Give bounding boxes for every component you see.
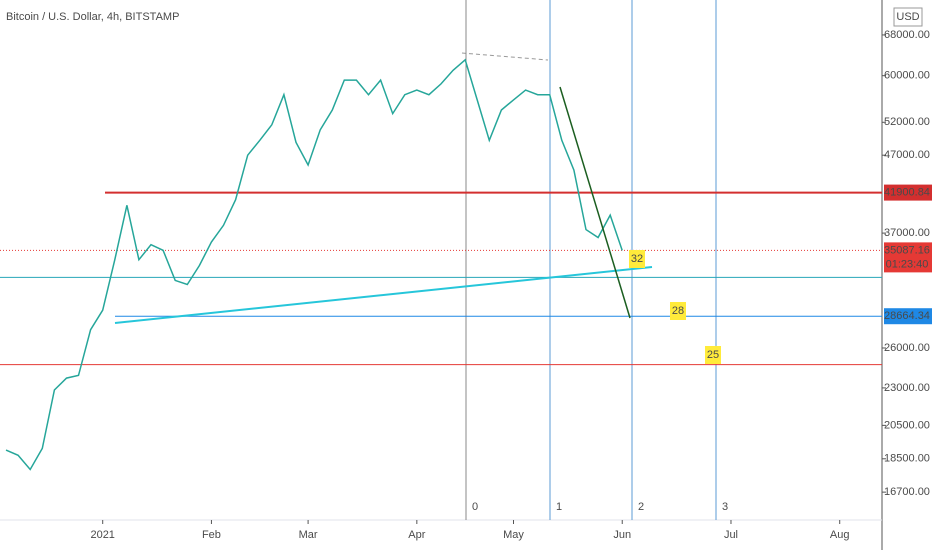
chart-title: Bitcoin / U.S. Dollar, 4h, BITSTAMP	[6, 11, 179, 23]
annotation-box	[629, 250, 645, 268]
y-tick-label: 20500.00	[884, 419, 930, 431]
price-tag	[884, 308, 932, 325]
y-tick-label: 26000.00	[884, 342, 930, 354]
x-tick-label: Jun	[613, 529, 631, 541]
price-tag	[884, 184, 932, 201]
x-tick-label: May	[503, 529, 524, 541]
y-tick-label: 47000.00	[884, 149, 930, 161]
time-zone-label: 3	[722, 501, 728, 513]
price-tag-label: 28664.34	[884, 310, 930, 322]
trend-line	[559, 86, 631, 319]
x-tick-label: Jul	[724, 529, 738, 541]
annotation: 25	[707, 349, 719, 361]
y-tick-label: 52000.00	[884, 116, 930, 128]
price-tag-label: 35087.16	[884, 244, 930, 256]
price-line	[5, 58, 623, 471]
time-zone-label: 0	[472, 501, 478, 513]
y-tick-label: 37000.00	[884, 227, 930, 239]
x-tick-label: Feb	[202, 529, 221, 541]
annotation-box	[670, 302, 686, 320]
x-tick-label: Mar	[299, 529, 318, 541]
trend-line	[114, 266, 653, 324]
y-tick-label: 16700.00	[884, 486, 930, 498]
annotation-box	[705, 346, 721, 364]
x-tick-label: Apr	[408, 529, 425, 541]
time-zone-label: 1	[556, 501, 562, 513]
price-tag	[884, 242, 932, 273]
currency-box	[893, 7, 923, 27]
time-zone-label: 2	[638, 501, 644, 513]
annotation: 32	[631, 253, 643, 265]
y-tick-label: 23000.00	[884, 382, 930, 394]
y-tick-label: 60000.00	[884, 70, 930, 82]
price-tag-label: 41900.84	[884, 186, 930, 198]
annotation: 28	[672, 305, 684, 317]
x-tick-label: 2021	[90, 529, 114, 541]
x-tick-label: Aug	[830, 529, 850, 541]
dashed-measure	[461, 52, 549, 61]
y-tick-label: 18500.00	[884, 453, 930, 465]
y-tick-label: 68000.00	[884, 29, 930, 41]
price-tag-timer: 01:23:40	[886, 258, 929, 270]
currency: USD	[896, 11, 919, 23]
